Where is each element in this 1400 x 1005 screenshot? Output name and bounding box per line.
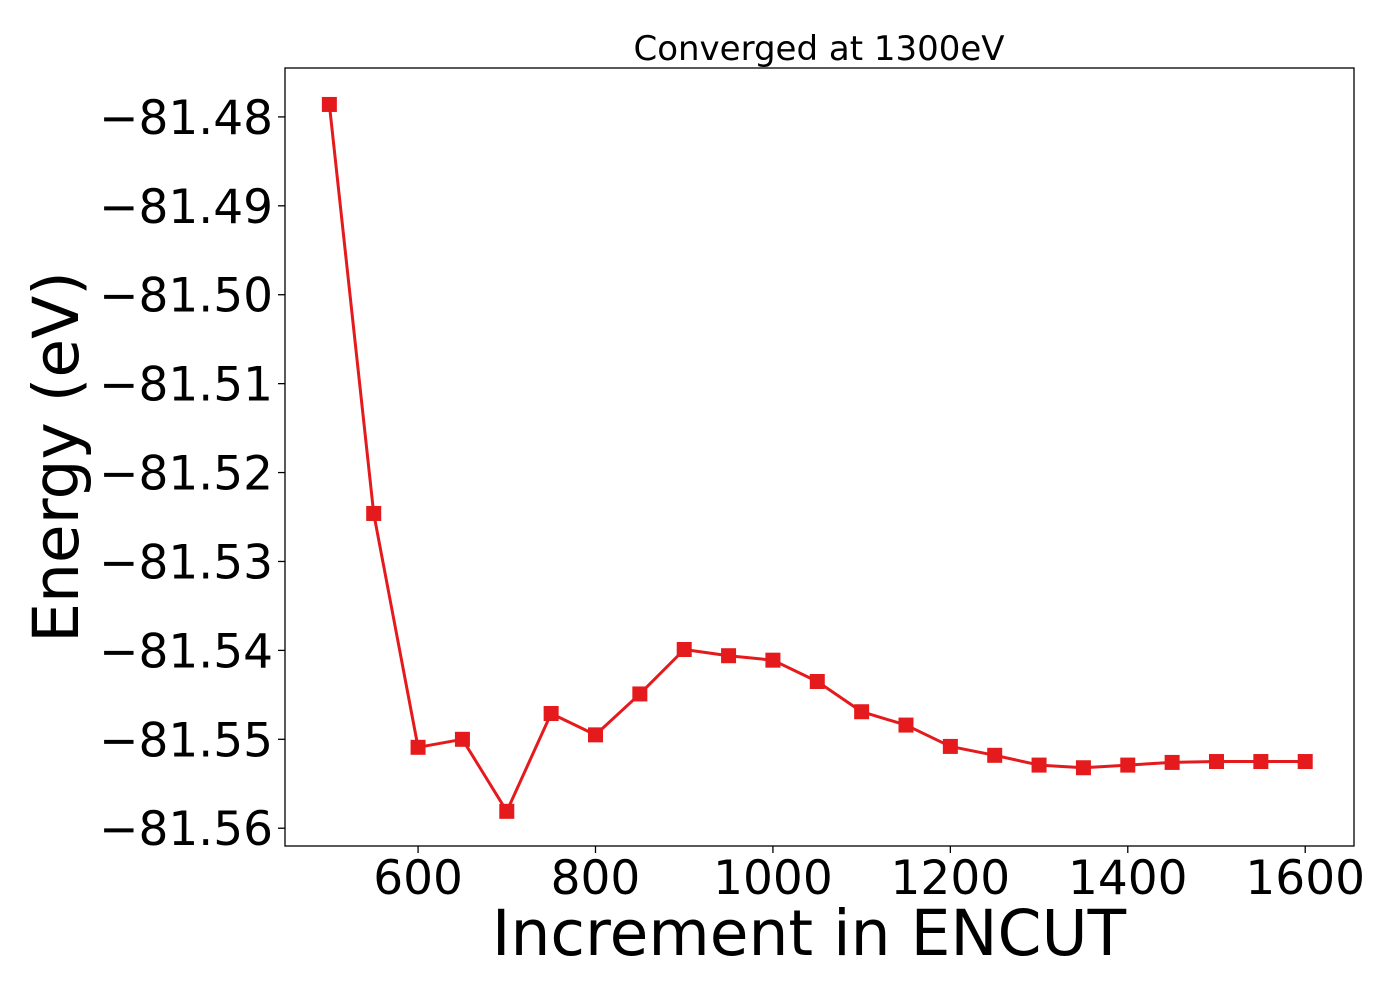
data-point xyxy=(676,641,692,657)
x-axis-label: Increment in ENCUT xyxy=(492,897,1127,970)
y-tick-label: −81.51 xyxy=(99,358,273,413)
y-tick-label: −81.55 xyxy=(99,713,273,768)
data-point xyxy=(809,674,825,690)
data-point xyxy=(987,747,1003,763)
data-point xyxy=(1253,754,1269,770)
x-tick-label: 600 xyxy=(373,851,463,906)
data-point xyxy=(942,738,958,754)
data-point xyxy=(1075,760,1091,776)
data-point xyxy=(898,717,914,733)
x-tick-label: 1400 xyxy=(1068,851,1188,906)
data-point xyxy=(587,727,603,743)
data-point xyxy=(1120,757,1136,773)
y-axis-ticks: −81.48 −81.49 −81.50 −81.51 −81.52 −81.53 −81.… xyxy=(99,91,285,857)
data-point xyxy=(454,731,470,747)
data-point xyxy=(721,648,737,664)
data-point xyxy=(1164,754,1180,770)
x-tick-label: 1200 xyxy=(891,851,1011,906)
x-axis-ticks: 600 800 1000 1200 1400 1600 xyxy=(373,846,1365,906)
y-tick-label: −81.48 xyxy=(99,91,273,146)
data-point xyxy=(1297,754,1313,770)
series-line xyxy=(327,104,1306,813)
x-tick-label: 800 xyxy=(551,851,641,906)
data-point xyxy=(499,803,515,819)
data-point xyxy=(321,96,337,112)
series-layer xyxy=(321,96,1313,819)
x-tick-label: 1600 xyxy=(1245,851,1365,906)
y-tick-label: −81.49 xyxy=(99,180,273,235)
y-tick-label: −81.56 xyxy=(99,802,273,857)
data-point xyxy=(1208,754,1224,770)
data-point xyxy=(765,652,781,668)
data-point xyxy=(854,704,870,720)
y-tick-label: −81.50 xyxy=(99,269,273,324)
plot-area-frame xyxy=(284,67,1355,847)
data-point xyxy=(366,505,382,521)
y-tick-label: −81.54 xyxy=(99,624,273,679)
y-tick-label: −81.52 xyxy=(99,447,273,502)
data-point xyxy=(410,739,426,755)
x-tick-label: 1000 xyxy=(713,851,833,906)
data-point xyxy=(632,686,648,702)
y-axis-label: Energy (eV) xyxy=(20,271,93,643)
data-point xyxy=(543,706,559,722)
y-tick-label: −81.53 xyxy=(99,535,273,590)
data-point xyxy=(1031,757,1047,773)
chart-title: Converged at 1300eV xyxy=(633,29,1004,69)
